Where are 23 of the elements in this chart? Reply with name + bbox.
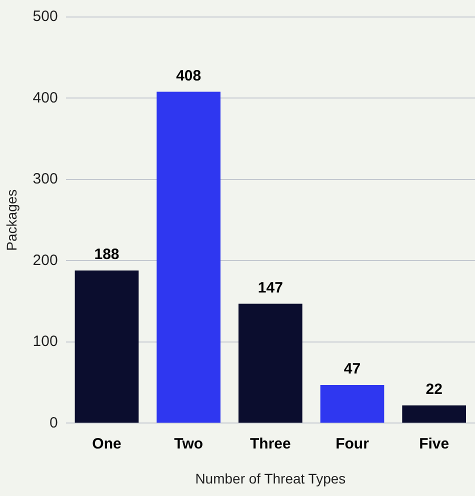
x-tick-label: One <box>92 435 122 452</box>
bar <box>320 385 384 423</box>
y-tick-label: 100 <box>32 333 58 350</box>
x-tick-label: Two <box>174 435 204 452</box>
y-tick-label: 400 <box>32 89 58 106</box>
data-label: 147 <box>258 279 283 296</box>
y-tick-label: 300 <box>32 170 58 188</box>
data-label: 188 <box>94 246 120 264</box>
x-tick-label: Three <box>250 435 291 452</box>
y-tick-label: 500 <box>32 8 58 26</box>
bar <box>238 304 302 423</box>
bar <box>402 405 466 423</box>
bar <box>156 92 220 423</box>
x-axis-title: Number of Threat Types <box>195 470 346 486</box>
y-tick-label: 200 <box>32 252 58 269</box>
bar <box>74 270 139 423</box>
data-label: 22 <box>426 380 442 398</box>
x-tick-label: Five <box>419 435 450 452</box>
y-tick-label: 0 <box>49 414 58 432</box>
x-tick-label: Four <box>336 435 370 452</box>
data-label: 408 <box>176 67 202 84</box>
data-label: 47 <box>344 360 361 378</box>
y-axis-title: Packages <box>3 189 20 251</box>
